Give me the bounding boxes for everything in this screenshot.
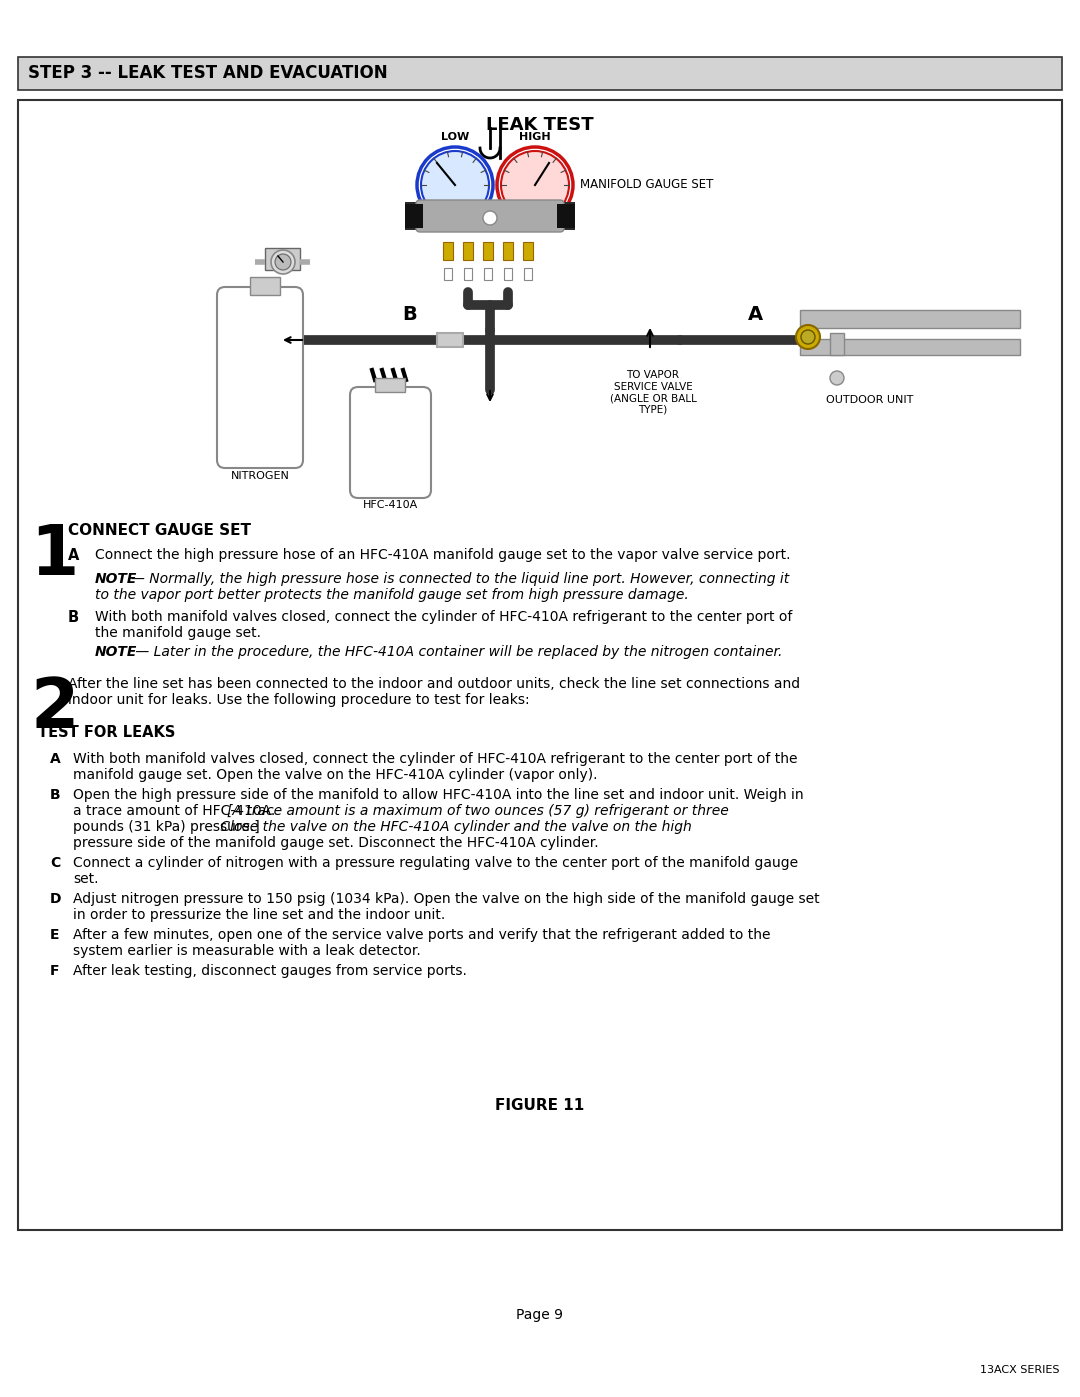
Text: 13ACX SERIES: 13ACX SERIES bbox=[981, 1365, 1059, 1375]
Bar bbox=[405, 204, 423, 228]
Bar bbox=[437, 332, 463, 346]
Text: A: A bbox=[747, 306, 762, 324]
Bar bbox=[483, 242, 492, 260]
Circle shape bbox=[801, 330, 815, 344]
Text: B: B bbox=[50, 788, 60, 802]
Text: HIGH: HIGH bbox=[519, 131, 551, 142]
Text: OUTDOOR UNIT: OUTDOOR UNIT bbox=[826, 395, 914, 405]
Text: D: D bbox=[50, 893, 62, 907]
Text: the manifold gauge set.: the manifold gauge set. bbox=[95, 626, 261, 640]
Text: pounds (31 kPa) pressure.]: pounds (31 kPa) pressure.] bbox=[73, 820, 260, 834]
FancyBboxPatch shape bbox=[217, 286, 303, 468]
Bar bbox=[249, 277, 280, 295]
Text: [A trace amount is a maximum of two ounces (57 g) refrigerant or three: [A trace amount is a maximum of two ounc… bbox=[227, 805, 729, 819]
Text: C: C bbox=[50, 856, 60, 870]
Text: set.: set. bbox=[73, 872, 98, 886]
Bar bbox=[443, 242, 453, 260]
Circle shape bbox=[483, 211, 497, 225]
Text: indoor unit for leaks. Use the following procedure to test for leaks:: indoor unit for leaks. Use the following… bbox=[68, 693, 529, 707]
Text: After the line set has been connected to the indoor and outdoor units, check the: After the line set has been connected to… bbox=[68, 678, 800, 692]
Text: With both manifold valves closed, connect the cylinder of HFC-410A refrigerant t: With both manifold valves closed, connec… bbox=[95, 610, 793, 624]
Text: system earlier is measurable with a leak detector.: system earlier is measurable with a leak… bbox=[73, 944, 421, 958]
Bar bbox=[800, 310, 1020, 328]
Text: to the vapor port better protects the manifold gauge set from high pressure dama: to the vapor port better protects the ma… bbox=[95, 588, 689, 602]
Text: After a few minutes, open one of the service valve ports and verify that the ref: After a few minutes, open one of the ser… bbox=[73, 928, 770, 942]
Text: 2: 2 bbox=[30, 675, 79, 742]
FancyBboxPatch shape bbox=[350, 387, 431, 497]
Text: B: B bbox=[68, 610, 79, 624]
Bar bbox=[405, 203, 575, 231]
Text: A: A bbox=[68, 548, 79, 563]
Text: E: E bbox=[50, 928, 59, 942]
Text: TO VAPOR
SERVICE VALVE
(ANGLE OR BALL
TYPE): TO VAPOR SERVICE VALVE (ANGLE OR BALL TY… bbox=[609, 370, 697, 415]
Text: pressure side of the manifold gauge set. Disconnect the HFC-410A cylinder.: pressure side of the manifold gauge set.… bbox=[73, 835, 598, 849]
FancyBboxPatch shape bbox=[416, 200, 564, 232]
Circle shape bbox=[501, 151, 569, 219]
Text: LEAK TEST: LEAK TEST bbox=[486, 116, 594, 134]
Text: NOTE: NOTE bbox=[95, 645, 137, 659]
Text: MANIFOLD GAUGE SET: MANIFOLD GAUGE SET bbox=[580, 179, 714, 191]
Bar bbox=[503, 242, 513, 260]
Bar bbox=[523, 242, 534, 260]
Text: STEP 3 -- LEAK TEST AND EVACUATION: STEP 3 -- LEAK TEST AND EVACUATION bbox=[28, 64, 388, 82]
Bar bbox=[484, 268, 492, 279]
Circle shape bbox=[497, 147, 573, 224]
Bar bbox=[524, 268, 532, 279]
Text: manifold gauge set. Open the valve on the HFC-410A cylinder (vapor only).: manifold gauge set. Open the valve on th… bbox=[73, 768, 597, 782]
Text: CONNECT GAUGE SET: CONNECT GAUGE SET bbox=[68, 522, 251, 538]
Text: B: B bbox=[403, 306, 417, 324]
Circle shape bbox=[271, 250, 295, 274]
Bar bbox=[464, 268, 472, 279]
Text: FIGURE 11: FIGURE 11 bbox=[496, 1098, 584, 1112]
Circle shape bbox=[421, 151, 489, 219]
Bar bbox=[444, 268, 453, 279]
Text: HFC-410A: HFC-410A bbox=[363, 500, 418, 510]
Bar bbox=[557, 204, 575, 228]
Circle shape bbox=[275, 254, 291, 270]
Text: F: F bbox=[50, 964, 59, 978]
Text: Close the valve on the HFC-410A cylinder and the valve on the high: Close the valve on the HFC-410A cylinder… bbox=[216, 820, 692, 834]
Text: LOW: LOW bbox=[441, 131, 469, 142]
Text: in order to pressurize the line set and the indoor unit.: in order to pressurize the line set and … bbox=[73, 908, 445, 922]
Bar bbox=[18, 57, 1062, 89]
Text: — Normally, the high pressure hose is connected to the liquid line port. However: — Normally, the high pressure hose is co… bbox=[131, 571, 789, 585]
Text: — Later in the procedure, the HFC-410A container will be replaced by the nitroge: — Later in the procedure, the HFC-410A c… bbox=[131, 645, 782, 659]
Text: Page 9: Page 9 bbox=[516, 1308, 564, 1322]
Text: After leak testing, disconnect gauges from service ports.: After leak testing, disconnect gauges fr… bbox=[73, 964, 467, 978]
Text: NOTE: NOTE bbox=[95, 571, 137, 585]
Bar bbox=[18, 101, 1062, 1229]
Bar bbox=[375, 379, 405, 393]
Bar bbox=[265, 249, 300, 270]
Bar bbox=[831, 332, 843, 355]
Text: Connect the high pressure hose of an HFC-410A manifold gauge set to the vapor va: Connect the high pressure hose of an HFC… bbox=[95, 548, 791, 562]
Circle shape bbox=[417, 147, 492, 224]
Circle shape bbox=[796, 326, 820, 349]
Text: NITROGEN: NITROGEN bbox=[230, 471, 289, 481]
Text: Open the high pressure side of the manifold to allow HFC-410A into the line set : Open the high pressure side of the manif… bbox=[73, 788, 804, 802]
Bar bbox=[504, 268, 512, 279]
Bar bbox=[463, 242, 473, 260]
Text: With both manifold valves closed, connect the cylinder of HFC-410A refrigerant t: With both manifold valves closed, connec… bbox=[73, 752, 797, 766]
Text: Connect a cylinder of nitrogen with a pressure regulating valve to the center po: Connect a cylinder of nitrogen with a pr… bbox=[73, 856, 798, 870]
Text: Adjust nitrogen pressure to 150 psig (1034 kPa). Open the valve on the high side: Adjust nitrogen pressure to 150 psig (10… bbox=[73, 893, 820, 907]
Circle shape bbox=[831, 372, 843, 386]
Text: 1: 1 bbox=[30, 522, 78, 590]
Text: A: A bbox=[50, 752, 60, 766]
Text: a trace amount of HFC-410A.: a trace amount of HFC-410A. bbox=[73, 805, 280, 819]
Bar bbox=[800, 339, 1020, 355]
Text: TEST FOR LEAKS: TEST FOR LEAKS bbox=[38, 725, 175, 740]
